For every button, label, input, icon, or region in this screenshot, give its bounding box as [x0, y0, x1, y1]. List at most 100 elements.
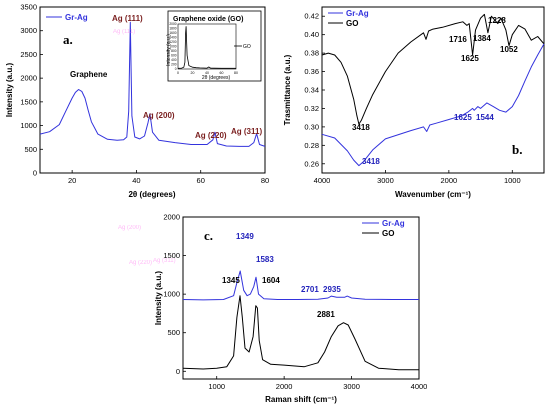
panel-b-xtick-label: 4000 [314, 176, 331, 185]
panel-a-y-axis-label: Intensity (a.u.) [5, 63, 14, 118]
annotation-ag-200: Ag (200) [143, 111, 175, 120]
inset-ytick-label: 1600 [169, 31, 176, 35]
inset-series-go [177, 26, 236, 69]
ghost-ag-311: Ag (311) [153, 258, 176, 264]
panel-c-plot-frame [182, 216, 420, 380]
panel-c-legend-go: GO [382, 229, 394, 238]
inset-xtick-label: 60 [220, 71, 224, 75]
annotation-ag-220: Ag (220) [195, 131, 227, 140]
annotation-raman-grag-2701: 2701 [301, 285, 319, 294]
inset-ytick-label: 0 [175, 67, 177, 71]
panel-c-ytick-label: 2000 [163, 213, 180, 222]
inset-xtick-label: 0 [177, 71, 179, 75]
annotation-grag-1625: 1625 [454, 113, 472, 122]
panel-c-xtick-label: 4000 [411, 382, 428, 391]
ghost-ag-200: Ag (200) [118, 225, 141, 231]
panel-c-y-axis-label: Intensity (a.u.) [154, 271, 163, 326]
panel-a-inset-go: Graphene oxide (GO) 0 20 40 60 8002004006008… [166, 10, 262, 82]
annotation-raman-grag-2935: 2935 [323, 285, 341, 294]
inset-title: Graphene oxide (GO) [173, 16, 243, 23]
inset-ytick-label: 1400 [169, 36, 176, 40]
panel-b-ytick-label: 0.38 [304, 49, 319, 58]
panel-c-ytick-label: 500 [167, 328, 180, 337]
panel-a-x-axis-label: 2θ (degrees) [128, 190, 175, 199]
annotation-graphene: Graphene [70, 70, 108, 79]
annotation-go-1384: 1384 [473, 34, 491, 43]
panel-c-series-go [182, 295, 419, 371]
panel-b-legend-go: GO [346, 19, 358, 28]
panel-a-ytick-label: 1000 [20, 121, 37, 130]
panel-c-xtick-label: 3000 [343, 382, 360, 391]
panel-b-y-axis-label: Trasmittance (a.u.) [283, 54, 292, 125]
panel-c-x-axis-label: Raman shift (cm⁻¹) [265, 395, 337, 404]
panel-c-ytick-label: 1500 [163, 251, 180, 260]
inset-ytick-label: 600 [171, 54, 177, 58]
inset-y-axis-label: Intensity (a.u.) [166, 34, 172, 66]
panel-b-ytick-label: 0.32 [304, 104, 319, 113]
inset-plot-frame [177, 23, 237, 70]
inset-xtick-label: 20 [191, 71, 195, 75]
panel-b-ytick-label: 0.42 [304, 12, 319, 21]
annotation-grag-3418: 3418 [362, 157, 380, 166]
panel-b-plot-frame [321, 6, 545, 174]
inset-ytick-label: 800 [171, 49, 177, 53]
inset-ytick-label: 1000 [169, 45, 176, 49]
panel-b-series-gr-ag [321, 43, 545, 167]
panel-c-legend-gr-ag: Gr-Ag [382, 219, 405, 228]
panel-a-xtick-label: 60 [197, 176, 205, 185]
panel-b-legend-gr-ag: Gr-Ag [346, 9, 369, 18]
panel-a-xtick-label: 80 [261, 176, 269, 185]
annotation-ag-111: Ag (111) [112, 14, 143, 23]
panel-a-series-gr-ag [39, 21, 266, 147]
panel-b-ytick-label: 0.30 [304, 122, 319, 131]
annotation-ag-311: Ag (311) [231, 127, 262, 136]
panel-b-series-go [321, 13, 545, 125]
ghost-ag-111: Ag (111) [113, 29, 135, 35]
panel-b-ftir: 0.26 0.28 0.30 0.32 0.34 0.36 0.38 0.40 0.42 400… [283, 6, 545, 199]
panel-b-xtick-label: 2000 [441, 176, 458, 185]
inset-legend-go: GO [243, 44, 251, 50]
panel-b-xtick-label: 3000 [377, 176, 394, 185]
annotation-grag-1544: 1544 [476, 113, 494, 122]
panel-b-ytick-label: 0.28 [304, 141, 319, 150]
panel-c-ytick-label: 1000 [163, 290, 180, 299]
panel-b-ytick-label: 0.36 [304, 67, 319, 76]
inset-x-axis-label: 2θ (degrees) [202, 75, 231, 81]
annotation-raman-grag-1349: 1349 [236, 232, 254, 241]
panel-a-ytick-label: 3500 [20, 3, 37, 12]
panel-a-ytick-label: 2000 [20, 74, 37, 83]
ghost-ag-220: Ag (220) [129, 260, 152, 266]
panel-c-xtick-label: 2000 [276, 382, 293, 391]
annotation-raman-go-1604: 1604 [262, 276, 280, 285]
panel-c-xtick-label: 1000 [208, 382, 225, 391]
panel-b-ytick-label: 0.34 [304, 86, 319, 95]
panel-a-ytick-label: 2500 [20, 50, 37, 59]
inset-ytick-label: 400 [171, 58, 177, 62]
inset-ytick-label: 200 [171, 63, 177, 67]
panel-b-xtick-label: 1000 [504, 176, 521, 185]
annotation-raman-grag-1583: 1583 [256, 255, 274, 264]
panel-a-ytick-label: 500 [24, 145, 37, 154]
inset-ytick-label: 2000 [169, 22, 176, 26]
inset-frame [167, 10, 262, 82]
panel-b-ytick-label: 0.40 [304, 30, 319, 39]
panel-a-ytick-label: 0 [33, 169, 37, 178]
panel-b-ytick-label: 0.26 [304, 159, 319, 168]
panel-b-label: b. [512, 142, 522, 157]
panel-a-ytick-label: 3000 [20, 26, 37, 35]
annotation-raman-go-1345: 1345 [222, 276, 240, 285]
panel-c-series-gr-ag [182, 270, 419, 301]
panel-c-label: c. [204, 228, 213, 243]
panel-a-label: a. [63, 32, 73, 47]
panel-a-legend-gr-ag: Gr-Ag [65, 13, 88, 22]
panel-c-ytick-label: 0 [176, 367, 180, 376]
inset-xtick-label: 40 [205, 71, 209, 75]
inset-ytick-label: 1200 [169, 40, 176, 44]
inset-xtick-label: 80 [234, 71, 238, 75]
annotation-raman-go-2881: 2881 [317, 310, 335, 319]
annotation-go-3418: 3418 [352, 123, 370, 132]
panel-a-xtick-label: 40 [132, 176, 140, 185]
panel-a-ytick-label: 1500 [20, 97, 37, 106]
inset-ytick-label: 1800 [169, 27, 176, 31]
